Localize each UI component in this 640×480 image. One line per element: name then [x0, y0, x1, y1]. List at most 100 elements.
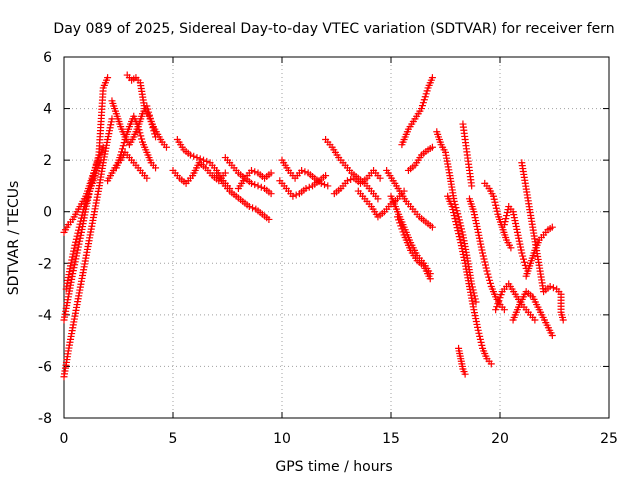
data-point-arc-y: [455, 233, 463, 241]
y-tick-label: -4: [38, 308, 52, 324]
data-point-arc-f: [136, 129, 144, 137]
data-point-arc-ab: [481, 261, 489, 269]
data-point-arc-ad: [493, 303, 501, 311]
data-point-arc-v: [421, 93, 429, 101]
data-point-arc-d: [75, 226, 83, 234]
y-tick-label: 4: [43, 102, 52, 118]
data-point-arc-d: [70, 244, 78, 252]
data-point-arc-v: [418, 102, 426, 110]
data-point-arc-l: [257, 183, 265, 191]
data-point-arc-ah: [515, 237, 523, 245]
data-point-arc-d: [97, 156, 105, 164]
data-point-arc-y: [474, 326, 482, 334]
data-point-arc-d: [75, 223, 83, 231]
data-point-arc-ab: [479, 252, 487, 260]
data-point-arc-ab: [474, 225, 482, 233]
data-point-arc-y: [459, 250, 467, 258]
data-point-arc-y: [475, 329, 483, 337]
data-point-arc-f: [120, 139, 128, 147]
data-point-arc-a: [104, 136, 112, 144]
data-point-arc-y: [454, 227, 462, 235]
data-point-arc-ac: [492, 201, 500, 209]
data-point-arc-ah: [518, 249, 526, 257]
data-point-arc-x: [458, 228, 466, 236]
data-point-arc-y: [451, 215, 459, 223]
y-tick-label: -2: [38, 256, 52, 272]
data-point-arc-m: [267, 169, 275, 177]
data-point-arc-a: [105, 130, 113, 138]
data-point-arc-ab: [470, 208, 478, 216]
data-point-arc-ab: [476, 237, 484, 245]
data-point-arc-ad: [531, 316, 539, 324]
data-point-arc-ab: [480, 255, 488, 263]
data-point-arc-ad: [495, 297, 503, 305]
data-point-arc-n: [321, 181, 329, 189]
data-point-arc-y: [456, 236, 464, 244]
data-point-arc-ab: [486, 276, 494, 284]
data-point-arc-ah: [503, 209, 511, 217]
data-point-arc-h: [143, 174, 151, 182]
data-point-arc-a: [106, 124, 114, 132]
data-point-arc-w: [428, 143, 436, 151]
data-point-arc-y: [450, 212, 458, 220]
data-point-arc-p: [374, 195, 382, 203]
data-point-arc-n: [324, 182, 332, 190]
data-point-arc-ab: [474, 228, 482, 236]
data-point-arc-y: [457, 239, 465, 247]
data-point-arc-y: [470, 309, 478, 317]
data-point-arc-ah: [522, 264, 530, 272]
data-point-arc-y: [474, 323, 482, 331]
data-point-arc-ah: [513, 225, 521, 233]
data-point-arc-q: [343, 177, 351, 185]
data-point-arc-d: [69, 250, 77, 258]
data-point-arc-ah: [511, 217, 519, 225]
data-point-arc-d: [74, 229, 82, 237]
data-point-arc-f: [138, 135, 146, 143]
data-point-arc-i: [193, 154, 201, 162]
data-point-arc-d: [68, 253, 76, 261]
y-tick-label: -6: [38, 359, 52, 375]
data-point-arc-a: [107, 118, 115, 126]
data-point-arc-ah: [510, 211, 518, 219]
data-point-arc-y: [476, 335, 484, 343]
data-point-arc-o: [305, 183, 313, 191]
data-point-arc-ah: [520, 258, 528, 266]
data-point-arc-y: [478, 341, 486, 349]
data-point-arc-i: [200, 156, 208, 164]
data-point-arc-ac: [489, 192, 497, 200]
data-point-arc-ah: [521, 261, 529, 269]
data-point-arc-d: [71, 241, 79, 249]
data-point-arc-k: [249, 204, 257, 212]
data-point-arc-y: [448, 203, 456, 211]
data-point-arc-y: [472, 315, 480, 323]
data-point-arc-k: [265, 215, 273, 223]
data-point-arc-ah: [517, 243, 525, 251]
data-point-arc-f: [118, 145, 126, 153]
data-point-arc-f: [137, 132, 145, 140]
x-axis-label: GPS time / hours: [275, 459, 392, 475]
data-point-arc-ab: [484, 270, 492, 278]
data-point-arc-y: [476, 332, 484, 340]
data-point-arc-m: [247, 166, 255, 174]
data-point-arc-ah: [517, 246, 525, 254]
data-point-arc-ad: [494, 300, 502, 308]
y-tick-label: 6: [43, 50, 52, 66]
data-point-arc-ad: [496, 294, 504, 302]
data-point-arc-v: [419, 99, 427, 107]
data-point-arc-v: [420, 96, 428, 104]
grid-lines: [64, 57, 609, 418]
data-point-arc-y: [472, 317, 480, 325]
data-point-arc-v: [422, 90, 430, 98]
data-point-arc-ah: [514, 231, 522, 239]
data-point-arc-ah: [510, 214, 518, 222]
data-point-arc-y: [453, 224, 461, 232]
x-tick-label: 5: [169, 431, 178, 447]
y-axis-label: SDTVAR / TECUs: [6, 181, 22, 296]
data-point-arc-y: [460, 256, 468, 264]
y-tick-label: -8: [38, 411, 52, 427]
data-point-arc-v: [423, 87, 431, 95]
data-point-arc-ah: [503, 212, 511, 220]
data-point-arc-l: [254, 182, 262, 190]
data-point-arc-v: [418, 105, 426, 113]
x-tick-label: 15: [382, 431, 400, 447]
